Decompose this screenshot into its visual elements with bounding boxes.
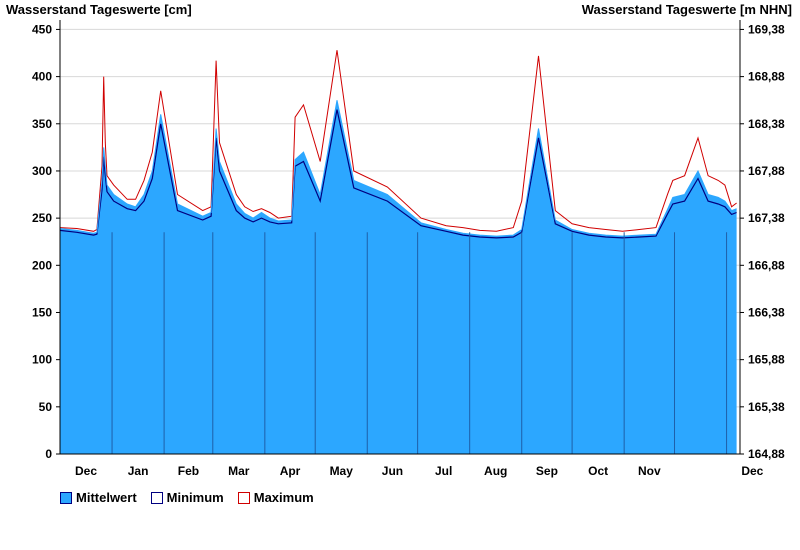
legend-label-maximum: Maximum xyxy=(253,490,314,505)
legend-item-maximum: Maximum xyxy=(237,490,314,505)
mittelwert-swatch xyxy=(60,491,72,504)
left-axis-title: Wasserstand Tageswerte [cm] xyxy=(6,2,192,17)
left-tick-label: 450 xyxy=(32,22,52,36)
month-label: Aug xyxy=(484,464,507,478)
right-tick-label: 166,38 xyxy=(748,305,785,319)
month-label: Oct xyxy=(588,464,608,478)
month-label: Jul xyxy=(435,464,452,478)
month-label: Feb xyxy=(178,464,199,478)
right-tick-label: 168,38 xyxy=(748,117,785,131)
right-tick-label: 165,38 xyxy=(748,400,785,414)
left-tick-label: 300 xyxy=(32,164,52,178)
left-tick-label: 100 xyxy=(32,353,52,367)
series-layer xyxy=(59,50,737,454)
minimum-swatch xyxy=(150,491,163,504)
legend-label-mittelwert: Mittelwert xyxy=(76,490,137,505)
left-tick-label: 0 xyxy=(45,447,52,461)
series-line-minimum xyxy=(59,109,737,239)
month-label: Sep xyxy=(536,464,558,478)
axes xyxy=(59,20,741,455)
left-tick-label: 50 xyxy=(39,400,53,414)
maximum-swatch xyxy=(237,491,250,504)
right-tick-label: 169,38 xyxy=(748,22,785,36)
legend-label-minimum: Minimum xyxy=(166,490,224,505)
month-labels: Dec Jan Feb Mar Apr May Jun Jul Aug Sep Oct Nov Dec xyxy=(75,464,764,478)
left-tick-labels: 0 50 100 150 200 250 300 350 400 450 xyxy=(32,22,60,461)
month-label: Dec xyxy=(741,464,763,478)
right-axis-title: Wasserstand Tageswerte [m NHN] xyxy=(582,2,792,17)
series-area-mittelwert xyxy=(60,100,737,454)
month-label: Nov xyxy=(638,464,661,478)
legend-item-minimum: Minimum xyxy=(150,490,224,505)
series-line-maximum xyxy=(59,50,737,232)
month-label: Apr xyxy=(280,464,301,478)
left-tick-label: 150 xyxy=(32,305,52,319)
legend-item-mittelwert: Mittelwert xyxy=(60,490,137,505)
month-label: May xyxy=(330,464,354,478)
left-tick-label: 400 xyxy=(32,70,52,84)
left-tick-label: 350 xyxy=(32,117,52,131)
series-line-mittelwert xyxy=(59,100,737,237)
right-tick-label: 168,88 xyxy=(748,70,785,84)
month-label: Dec xyxy=(75,464,97,478)
right-tick-label: 166,88 xyxy=(748,258,785,272)
right-tick-label: 167,38 xyxy=(748,211,785,225)
right-tick-label: 167,88 xyxy=(748,164,785,178)
month-label: Jun xyxy=(382,464,403,478)
right-tick-label: 165,88 xyxy=(748,353,785,367)
left-tick-label: 200 xyxy=(32,258,52,272)
month-label: Jan xyxy=(128,464,149,478)
left-tick-label: 250 xyxy=(32,211,52,225)
right-tick-label: 164,88 xyxy=(748,447,785,461)
right-tick-labels: 164,88 165,38 165,88 166,38 166,88 167,38 167,… xyxy=(740,22,785,461)
legend: Mittelwert Minimum Maximum xyxy=(60,490,314,505)
month-dividers xyxy=(111,232,728,454)
month-label: Mar xyxy=(228,464,250,478)
